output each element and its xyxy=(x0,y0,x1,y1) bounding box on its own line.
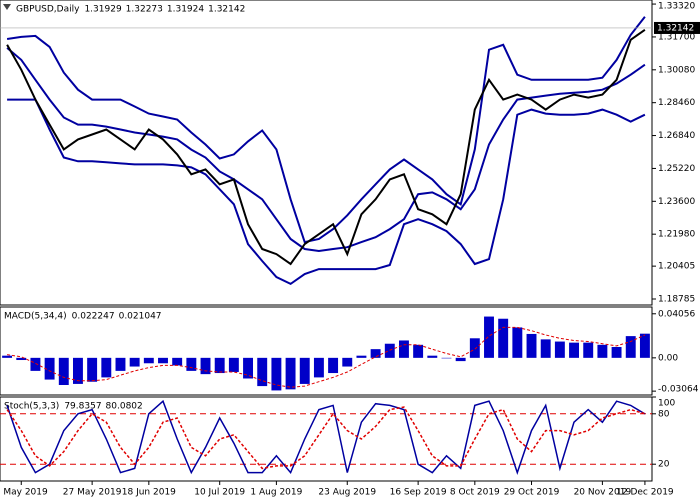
y-tick-label: 1.18785 xyxy=(658,295,695,305)
histogram-bar xyxy=(328,357,339,374)
histogram-bar xyxy=(58,357,69,386)
y-tick-label: 0.04056 xyxy=(658,309,695,319)
y-tick-label: 1.25220 xyxy=(658,164,695,174)
histogram-bar xyxy=(228,357,239,372)
y-tick-label: -0.03064 xyxy=(658,385,699,395)
histogram-bar xyxy=(129,357,140,367)
histogram-bar xyxy=(186,357,197,371)
x-tick-label: 27 May 2019 xyxy=(63,488,122,498)
y-tick-label: 1.31700 xyxy=(658,32,695,42)
x-tick-label: 8 Oct 2019 xyxy=(450,488,500,498)
series-line xyxy=(6,399,646,475)
x-tick-label: 2 May 2019 xyxy=(0,488,48,498)
last-price-label: 1.32142 xyxy=(657,23,694,33)
histogram-bar xyxy=(257,357,268,387)
series-line xyxy=(7,98,646,286)
histogram-bar xyxy=(512,327,523,358)
y-tick-label: 100 xyxy=(658,399,675,409)
histogram-bar xyxy=(554,341,565,358)
series-line xyxy=(6,47,646,253)
histogram-bar xyxy=(313,357,324,378)
histogram-bar xyxy=(115,357,126,371)
histogram-bar xyxy=(597,344,608,358)
x-tick-label: 12 Dec 2019 xyxy=(616,488,674,498)
histogram-bar xyxy=(484,316,494,358)
histogram-bar xyxy=(285,357,296,390)
readout: 0.021047 xyxy=(119,312,162,322)
x-tick-label: 29 Oct 2019 xyxy=(504,488,560,498)
histogram-bar xyxy=(172,357,183,366)
panel-title: MACD(5,34,4) xyxy=(4,312,67,322)
series-line xyxy=(7,326,646,388)
histogram-bar xyxy=(427,355,438,358)
y-tick-label: 1.26840 xyxy=(658,131,695,141)
panel-title: GBPUSD,Daily xyxy=(16,5,80,15)
readout: 1.32142 xyxy=(208,5,245,15)
histogram-bar xyxy=(44,357,55,380)
histogram-bar xyxy=(413,344,424,358)
histogram-bar xyxy=(583,342,594,358)
histogram-bar xyxy=(2,355,13,358)
series-line xyxy=(6,16,646,244)
histogram-bar xyxy=(569,342,580,358)
y-tick-label: 20 xyxy=(658,460,670,470)
last-price-box xyxy=(654,21,700,34)
x-tick-label: 16 Sep 2019 xyxy=(390,488,447,498)
histogram-bar xyxy=(469,338,480,358)
histogram-bar xyxy=(611,346,622,358)
histogram-bar xyxy=(200,357,211,375)
histogram-bar xyxy=(356,355,367,358)
histogram-bar xyxy=(271,357,282,391)
panel-frame xyxy=(0,396,653,482)
y-tick-label: 1.21980 xyxy=(658,230,695,240)
histogram-bar xyxy=(398,340,409,358)
histogram-bar xyxy=(101,357,112,378)
histogram-bar xyxy=(526,333,537,358)
histogram-bar xyxy=(214,357,225,374)
panel-frame xyxy=(0,306,653,396)
readout: 1.31924 xyxy=(167,5,204,15)
histogram-bar xyxy=(16,357,27,361)
histogram-bar xyxy=(243,357,254,379)
x-tick-label: 18 Jun 2019 xyxy=(122,488,176,498)
y-tick-label: 0.00 xyxy=(658,353,678,363)
menu-icon xyxy=(3,4,11,10)
readout: 80.0802 xyxy=(106,402,143,412)
histogram-bar xyxy=(143,357,154,364)
series-line xyxy=(6,28,646,266)
histogram-bar xyxy=(30,357,41,371)
histogram-bar xyxy=(441,357,452,359)
histogram-bar xyxy=(384,343,395,358)
histogram-bar xyxy=(370,349,381,358)
histogram-bar xyxy=(540,339,551,358)
histogram-bar xyxy=(342,357,353,367)
x-tick-label: 20 Nov 2019 xyxy=(574,488,632,498)
histogram-bar xyxy=(72,357,83,384)
histogram-bar xyxy=(625,336,636,358)
y-tick-label: 1.30080 xyxy=(658,65,695,75)
y-tick-label: 1.28460 xyxy=(658,98,695,108)
histogram-bar xyxy=(498,318,509,358)
readout: 1.32273 xyxy=(126,5,163,15)
readout: 0.022247 xyxy=(72,312,115,322)
histogram-bar xyxy=(87,357,98,382)
panel-title: Stoch(5,3,3) xyxy=(4,402,59,412)
panel-frame xyxy=(0,0,653,306)
readout: 79.8357 xyxy=(64,402,101,412)
histogram-bar xyxy=(639,333,650,358)
histogram-bar xyxy=(158,357,168,364)
y-tick-label: 80 xyxy=(658,409,670,419)
series-line xyxy=(6,406,646,470)
x-tick-label: 10 Jul 2019 xyxy=(194,488,245,498)
x-tick-label: 23 Aug 2019 xyxy=(318,488,376,498)
x-tick-label: 1 Aug 2019 xyxy=(250,488,302,498)
y-tick-label: 1.33320 xyxy=(658,2,695,12)
histogram-bar xyxy=(455,357,466,362)
readout: 1.31929 xyxy=(84,5,121,15)
y-tick-label: 1.23600 xyxy=(658,197,695,207)
y-tick-label: 1.20405 xyxy=(658,262,695,272)
histogram-bar xyxy=(299,357,310,384)
